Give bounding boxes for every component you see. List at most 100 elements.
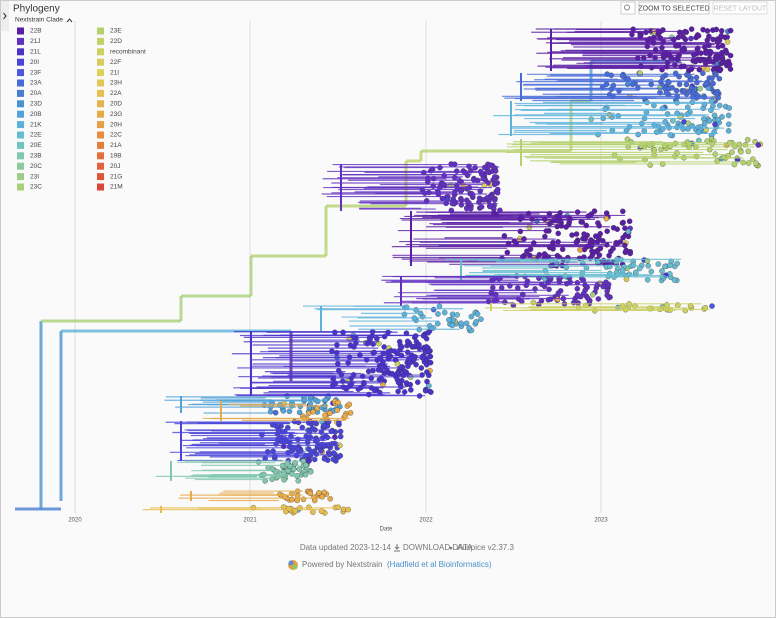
tip[interactable] bbox=[346, 401, 353, 408]
tip[interactable] bbox=[423, 356, 430, 362]
tip[interactable] bbox=[727, 27, 734, 34]
tip[interactable] bbox=[555, 230, 561, 237]
tip[interactable] bbox=[718, 28, 725, 34]
tip[interactable] bbox=[295, 478, 302, 484]
tip[interactable] bbox=[401, 389, 408, 395]
tip[interactable] bbox=[710, 103, 716, 109]
tip[interactable] bbox=[697, 85, 703, 92]
tip[interactable] bbox=[581, 231, 587, 237]
tip[interactable] bbox=[458, 320, 464, 326]
tip[interactable] bbox=[487, 162, 493, 168]
legend-swatch[interactable] bbox=[17, 48, 24, 56]
legend-swatch[interactable] bbox=[97, 58, 104, 66]
tip[interactable] bbox=[322, 412, 328, 419]
tip[interactable] bbox=[430, 306, 437, 313]
legend-label[interactable]: 22E bbox=[30, 132, 42, 139]
tip[interactable] bbox=[296, 409, 303, 416]
tip[interactable] bbox=[662, 263, 668, 270]
tip[interactable] bbox=[622, 242, 628, 249]
tip[interactable] bbox=[558, 223, 565, 229]
tip[interactable] bbox=[398, 344, 405, 350]
legend-label[interactable]: 22F bbox=[110, 59, 121, 66]
tip[interactable] bbox=[484, 195, 490, 201]
tip[interactable] bbox=[683, 81, 690, 88]
legend-label[interactable]: 21J bbox=[30, 38, 40, 45]
tip[interactable] bbox=[703, 81, 710, 87]
legend-label[interactable]: 21M bbox=[110, 184, 123, 191]
tip[interactable] bbox=[427, 359, 434, 366]
tip[interactable] bbox=[316, 490, 322, 496]
tip[interactable] bbox=[523, 282, 529, 289]
legend-swatch[interactable] bbox=[97, 173, 104, 181]
tip[interactable] bbox=[716, 37, 723, 44]
tip[interactable] bbox=[267, 408, 274, 415]
tip[interactable] bbox=[542, 233, 548, 240]
tip[interactable] bbox=[595, 220, 601, 226]
tip[interactable] bbox=[685, 120, 692, 126]
tip[interactable] bbox=[420, 333, 427, 339]
tip[interactable] bbox=[635, 131, 641, 138]
tip[interactable] bbox=[303, 462, 309, 468]
legend-label[interactable]: 20D bbox=[110, 101, 122, 108]
tip[interactable] bbox=[408, 387, 414, 393]
tip[interactable] bbox=[655, 261, 662, 267]
tip[interactable] bbox=[321, 456, 328, 462]
tip[interactable] bbox=[381, 344, 387, 350]
legend-label[interactable]: 20C bbox=[30, 163, 42, 170]
tip[interactable] bbox=[681, 45, 687, 51]
legend-label[interactable]: 22D bbox=[110, 38, 122, 45]
legend-label[interactable]: 23A bbox=[30, 80, 42, 87]
tip[interactable] bbox=[395, 379, 402, 386]
tip[interactable] bbox=[492, 168, 499, 174]
citation-link[interactable]: (Hadfield et al Bioinformatics) bbox=[387, 560, 492, 569]
tip[interactable] bbox=[286, 505, 293, 512]
tip[interactable] bbox=[405, 363, 411, 370]
legend-swatch[interactable] bbox=[97, 110, 104, 118]
tip[interactable] bbox=[305, 458, 312, 464]
tip[interactable] bbox=[308, 468, 314, 475]
tip[interactable] bbox=[327, 496, 333, 502]
tip[interactable] bbox=[419, 372, 425, 378]
legend-label[interactable]: 21K bbox=[30, 121, 42, 128]
tip[interactable] bbox=[335, 504, 342, 510]
tip[interactable] bbox=[394, 361, 401, 367]
tip[interactable] bbox=[573, 231, 580, 237]
tip[interactable] bbox=[724, 34, 730, 40]
legend-label[interactable]: 21G bbox=[110, 173, 122, 180]
tip[interactable] bbox=[620, 234, 626, 241]
tip[interactable] bbox=[622, 249, 629, 256]
legend-swatch[interactable] bbox=[97, 162, 104, 170]
tip[interactable] bbox=[524, 248, 530, 254]
legend-swatch[interactable] bbox=[97, 27, 104, 35]
tip[interactable] bbox=[626, 218, 633, 225]
tip[interactable] bbox=[478, 316, 484, 322]
tip[interactable] bbox=[712, 121, 718, 128]
tip[interactable] bbox=[342, 413, 348, 419]
tip[interactable] bbox=[334, 407, 341, 413]
tip[interactable] bbox=[674, 124, 680, 131]
tip[interactable] bbox=[710, 36, 716, 43]
tip[interactable] bbox=[695, 129, 702, 136]
tip[interactable] bbox=[710, 59, 716, 65]
tip[interactable] bbox=[745, 148, 752, 155]
tip[interactable] bbox=[725, 128, 732, 134]
tip[interactable] bbox=[709, 75, 715, 81]
tip[interactable] bbox=[296, 466, 302, 472]
legend-label[interactable]: 19B bbox=[110, 153, 122, 160]
tip[interactable] bbox=[425, 330, 431, 336]
tip[interactable] bbox=[724, 39, 731, 45]
legend-label[interactable]: 23G bbox=[110, 111, 122, 118]
tip[interactable] bbox=[554, 296, 561, 303]
legend-label[interactable]: 22B bbox=[30, 28, 42, 35]
tip[interactable] bbox=[744, 136, 751, 143]
tip[interactable] bbox=[384, 367, 390, 374]
legend-label[interactable]: 20H bbox=[110, 121, 122, 128]
tip[interactable] bbox=[407, 381, 414, 388]
download-link[interactable]: DOWNLOAD DATA bbox=[403, 543, 473, 552]
tip[interactable] bbox=[660, 74, 666, 81]
tip[interactable] bbox=[706, 118, 713, 124]
legend-label[interactable]: 21L bbox=[30, 49, 41, 56]
tip[interactable] bbox=[345, 506, 351, 513]
tip[interactable] bbox=[468, 313, 475, 320]
legend-label[interactable]: recombinant bbox=[110, 49, 146, 56]
